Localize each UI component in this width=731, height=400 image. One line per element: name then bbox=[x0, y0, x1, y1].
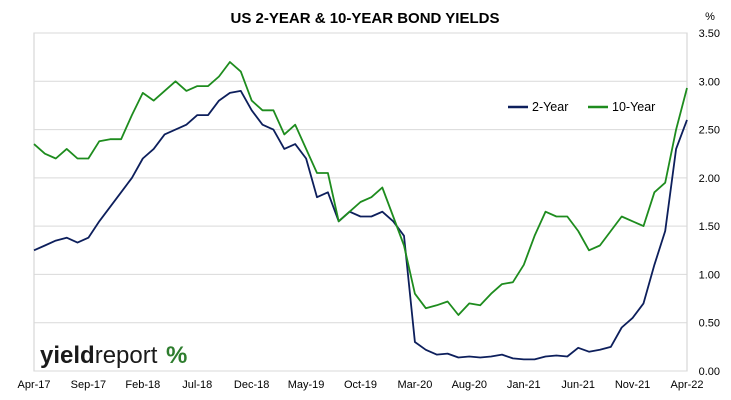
x-tick-label: Jun-21 bbox=[561, 379, 595, 391]
x-tick-label: Nov-21 bbox=[615, 379, 650, 391]
legend-label-2-year: 2-Year bbox=[532, 100, 568, 114]
y-tick-label: 0.00 bbox=[699, 366, 720, 378]
x-tick-label: Jan-21 bbox=[507, 379, 541, 391]
y-unit-label: % bbox=[705, 11, 715, 23]
y-tick-label: 3.50 bbox=[699, 28, 720, 40]
legend-label-10-year: 10-Year bbox=[612, 100, 655, 114]
x-tick-label: Oct-19 bbox=[344, 379, 377, 391]
x-tick-label: Feb-18 bbox=[125, 379, 160, 391]
y-tick-label: 3.00 bbox=[699, 76, 720, 88]
x-axis: Apr-17 Sep-17 Feb-18 Jul-18 Dec-18 May-19 Oct-… bbox=[17, 379, 703, 391]
x-tick-label: Sep-17 bbox=[71, 379, 106, 391]
x-tick-label: Dec-18 bbox=[234, 379, 269, 391]
logo-word-yield: yield bbox=[40, 342, 95, 369]
x-tick-label: Apr-17 bbox=[17, 379, 50, 391]
logo-wordmark: yieldreport bbox=[40, 342, 158, 369]
x-tick-label: Mar-20 bbox=[397, 379, 432, 391]
series-line-2-year bbox=[33, 90, 688, 361]
y-tick-label: 2.00 bbox=[699, 173, 720, 185]
x-tick-label: May-19 bbox=[288, 379, 325, 391]
legend: 2-Year 10-Year bbox=[508, 100, 655, 114]
yieldreport-logo: yieldreport % bbox=[40, 342, 187, 369]
grid-lines bbox=[34, 32, 687, 372]
y-tick-label: 1.50 bbox=[699, 221, 720, 233]
x-tick-label: Jul-18 bbox=[182, 379, 212, 391]
y-tick-label: 1.00 bbox=[699, 269, 720, 281]
x-tick-label: Apr-22 bbox=[670, 379, 703, 391]
chart-title: US 2-YEAR & 10-YEAR BOND YIELDS bbox=[231, 10, 500, 27]
series-lines bbox=[33, 61, 688, 361]
series-line-10-year bbox=[33, 61, 688, 316]
x-tick-label: Aug-20 bbox=[452, 379, 487, 391]
y-tick-label: 2.50 bbox=[699, 125, 720, 137]
y-axis: 0.00 0.50 1.00 1.50 2.00 2.50 3.00 3.50 bbox=[699, 28, 720, 378]
y-tick-label: 0.50 bbox=[699, 318, 720, 330]
logo-word-report: report bbox=[95, 342, 158, 369]
logo-percent-symbol: % bbox=[166, 342, 187, 369]
